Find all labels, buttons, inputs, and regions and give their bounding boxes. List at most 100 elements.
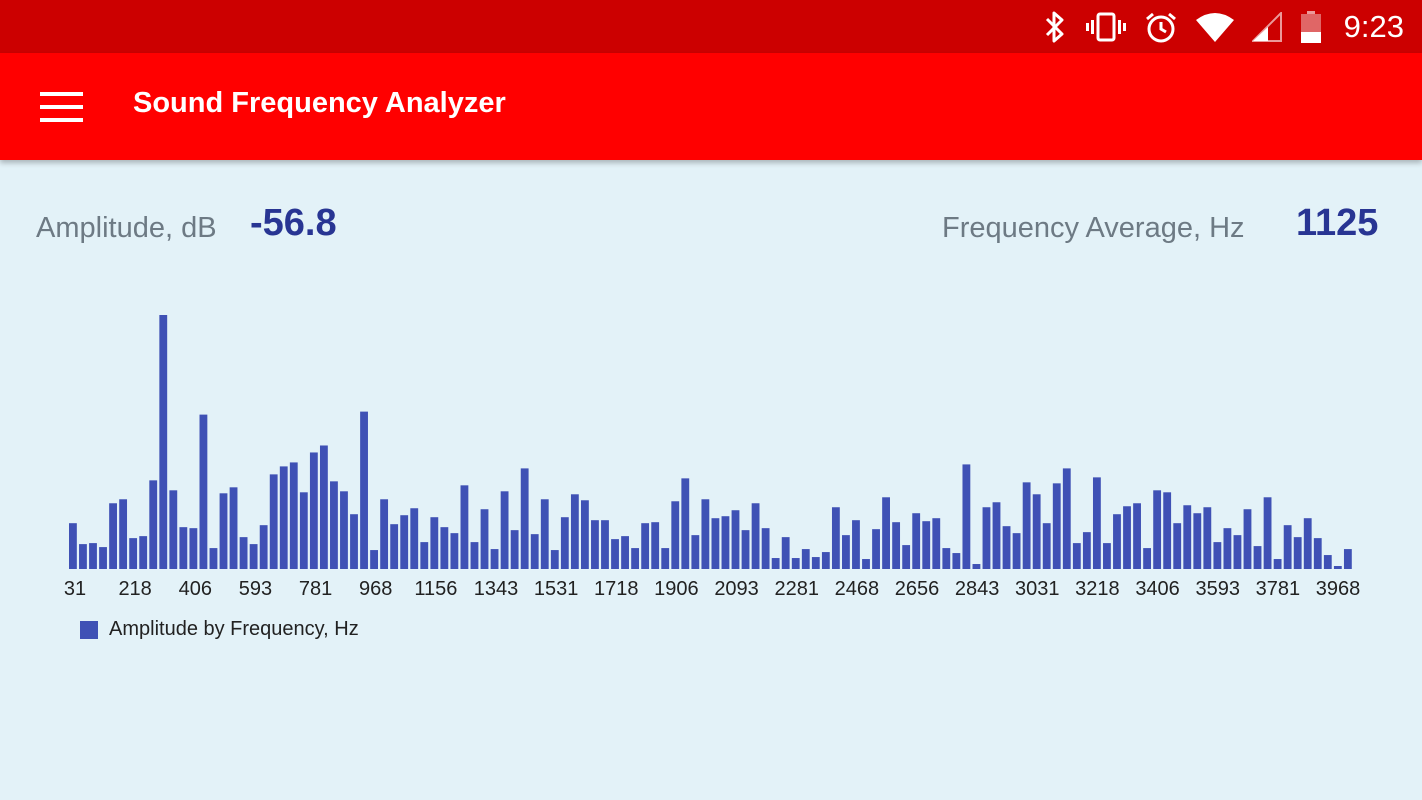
chart-bar	[942, 548, 951, 569]
chart-legend: Amplitude by Frequency, Hz	[80, 618, 359, 641]
chart-bar	[681, 478, 690, 569]
legend-swatch	[80, 620, 98, 639]
chart-bar	[1253, 546, 1262, 569]
chart-bar	[550, 550, 559, 569]
chart-bar	[1092, 477, 1101, 569]
bluetooth-icon	[1042, 10, 1068, 44]
chart-bar	[1243, 509, 1252, 569]
chart-bar	[390, 524, 399, 569]
chart-bar	[641, 523, 650, 569]
chart-bar	[631, 548, 640, 569]
frequency-average-label: Frequency Average, Hz	[942, 212, 1245, 244]
amplitude-bar-chart: 31 218 406 593 781 968 1156 1343 1531 1718 1906 209…	[64, 315, 1360, 600]
chart-bar	[962, 464, 971, 569]
chart-bar	[611, 539, 619, 569]
x-tick-label: 1343	[474, 578, 519, 600]
chart-bar	[811, 557, 820, 569]
chart-bar	[711, 518, 720, 569]
chart-bar	[1022, 482, 1031, 569]
chart-bar	[460, 485, 469, 569]
chart-bar	[852, 520, 860, 569]
chart-bar	[1123, 506, 1131, 569]
chart-bar	[540, 499, 549, 569]
x-tick-label: 2656	[895, 578, 940, 600]
status-icons: 9:23	[1042, 0, 1404, 53]
chart-bar	[209, 548, 218, 569]
x-tick-label: 218	[118, 578, 151, 600]
chart-bar	[761, 528, 770, 569]
chart-bar	[560, 517, 569, 569]
chart-bar	[400, 515, 409, 569]
chart-bar	[89, 543, 97, 569]
legend-label: Amplitude by Frequency, Hz	[109, 618, 359, 640]
chart-bar	[1303, 518, 1312, 569]
chart-bar	[1002, 526, 1011, 569]
chart-bar	[299, 492, 308, 569]
x-tick-label: 3593	[1195, 578, 1240, 600]
chart-bar	[520, 468, 529, 569]
chart-bar	[781, 537, 790, 570]
chart-bar	[1133, 503, 1141, 569]
chart-bar	[1323, 555, 1332, 569]
chart-bar	[621, 536, 629, 569]
x-tick-label: 2281	[774, 578, 819, 600]
chart-bar	[661, 548, 670, 569]
chart-bar	[731, 510, 740, 569]
status-bar: 9:23	[0, 0, 1422, 53]
chart-bar	[289, 462, 298, 569]
chart-bar	[510, 530, 519, 569]
chart-bar	[842, 535, 850, 569]
chart-bar	[862, 559, 870, 569]
hamburger-menu-icon[interactable]	[40, 90, 84, 124]
chart-bar	[239, 537, 248, 570]
chart-bar	[751, 503, 760, 569]
chart-bar	[1293, 537, 1302, 570]
chart-bar	[691, 535, 700, 569]
chart-bar	[580, 500, 589, 569]
chart-bar	[350, 514, 358, 569]
chart-bar	[1313, 538, 1322, 569]
x-tick-label: 593	[239, 578, 272, 600]
chart-bar	[1062, 468, 1071, 569]
chart-bar	[992, 502, 1001, 569]
chart-bar	[932, 518, 941, 569]
chart-bar	[1012, 533, 1021, 569]
chart-bar	[179, 527, 188, 569]
wifi-icon	[1195, 12, 1234, 42]
chart-bar	[1052, 483, 1061, 569]
x-tick-label: 1156	[414, 578, 457, 600]
chart-bar	[410, 508, 419, 569]
chart-bar	[1103, 543, 1111, 569]
chart-bar	[319, 445, 328, 569]
x-tick-label: 1531	[534, 578, 579, 600]
chart-bar	[741, 530, 750, 569]
chart-bar	[1042, 523, 1051, 569]
chart-bar	[279, 466, 288, 569]
chart-bar	[129, 538, 138, 569]
chart-bar	[1333, 566, 1342, 569]
chart-bar	[831, 507, 840, 569]
chart-bar	[1163, 492, 1172, 569]
battery-icon	[1300, 10, 1322, 44]
chart-bar	[721, 516, 730, 569]
chart-bar	[440, 527, 449, 569]
chart-bar	[1113, 514, 1121, 569]
status-time: 9:23	[1343, 8, 1404, 44]
chart-bar	[229, 487, 238, 569]
x-tick-label: 781	[299, 578, 332, 600]
chart-bar	[149, 480, 158, 569]
chart-bar	[591, 520, 599, 569]
chart-bar	[199, 414, 208, 569]
chart-bar	[1153, 490, 1162, 569]
chart-bar	[119, 499, 128, 569]
chart-bar	[340, 491, 348, 569]
chart-bar	[922, 521, 931, 569]
chart-bar	[169, 490, 178, 569]
x-tick-label: 3406	[1135, 578, 1180, 600]
chart-bar	[972, 564, 981, 569]
chart-bar	[490, 549, 499, 569]
chart-bar	[982, 507, 991, 569]
chart-bar	[1173, 523, 1182, 569]
chart-bar	[570, 494, 579, 569]
chart-bar	[380, 499, 389, 569]
